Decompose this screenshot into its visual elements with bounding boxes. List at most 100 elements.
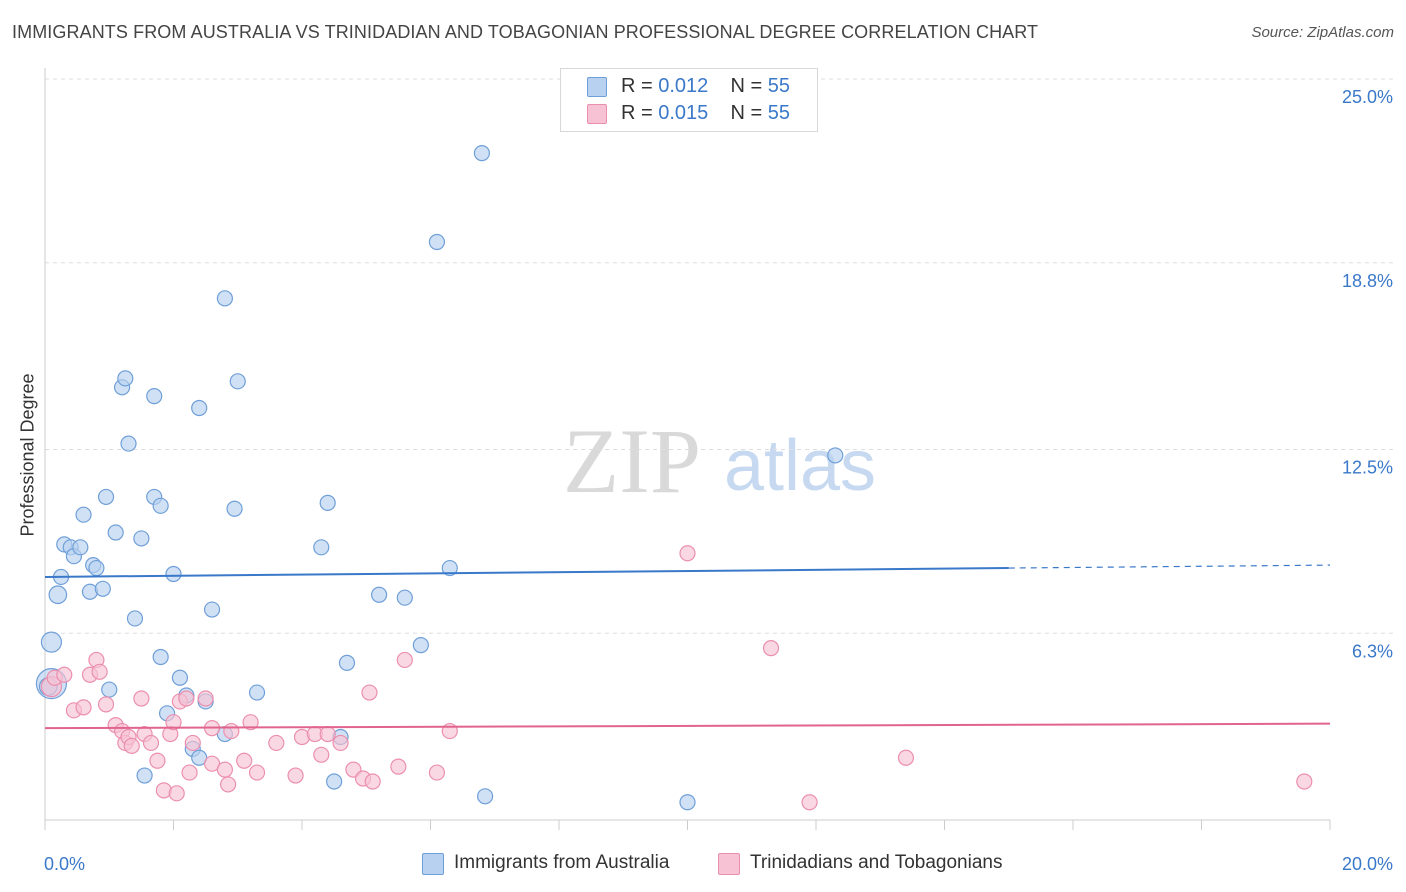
r-value-trinidad: 0.015	[658, 102, 709, 124]
point-trinidad	[56, 666, 73, 683]
point-australia	[248, 684, 266, 701]
point-australia	[72, 539, 89, 556]
point-trinidad	[287, 767, 304, 784]
r-label: R =	[621, 75, 659, 97]
legend-swatch-trinidad	[587, 104, 607, 124]
point-trinidad	[428, 764, 446, 781]
point-trinidad	[223, 722, 240, 740]
point-australia	[827, 447, 844, 464]
point-trinidad	[390, 758, 407, 775]
point-australia	[126, 610, 144, 627]
legend-swatch-australia	[422, 853, 444, 875]
point-australia	[313, 539, 330, 556]
point-australia	[152, 497, 169, 514]
point-australia	[319, 494, 336, 511]
point-australia	[88, 559, 105, 577]
watermark-zip: ZIP	[563, 410, 701, 512]
point-trinidad	[897, 749, 915, 766]
point-australia	[133, 530, 150, 547]
x-tick-label: 0.0%	[44, 854, 85, 874]
r-label: R =	[621, 102, 659, 124]
legend-label-trinidad: Trinidadians and Tobagonians	[750, 852, 1003, 873]
source-label: Source: ZipAtlas.com	[1251, 24, 1394, 41]
point-australia	[152, 648, 169, 666]
point-trinidad	[801, 794, 818, 811]
point-trinidad	[220, 776, 237, 793]
point-australia	[107, 524, 124, 541]
point-trinidad	[168, 785, 185, 802]
trendline-trinidad	[44, 722, 1331, 730]
point-trinidad	[142, 734, 160, 752]
point-trinidad	[133, 690, 150, 707]
point-trinidad	[91, 663, 108, 680]
point-australia	[338, 654, 356, 672]
point-australia	[412, 637, 429, 654]
point-trinidad	[197, 690, 214, 707]
point-australia	[477, 788, 494, 805]
point-australia	[441, 559, 458, 577]
point-australia	[191, 399, 208, 417]
point-australia	[473, 145, 490, 162]
legend-swatch-australia	[587, 77, 607, 97]
point-trinidad	[236, 752, 253, 769]
point-trinidad	[75, 699, 92, 716]
n-label: N =	[730, 75, 768, 97]
point-australia	[120, 435, 137, 452]
point-trinidad	[184, 734, 201, 752]
point-australia	[40, 631, 63, 653]
point-australia	[396, 589, 413, 606]
point-australia	[101, 681, 118, 698]
point-trinidad	[149, 752, 166, 769]
watermark-atlas: atlas	[724, 426, 876, 506]
point-trinidad	[396, 651, 413, 669]
point-australia	[48, 585, 68, 605]
point-australia	[226, 500, 243, 517]
point-trinidad	[679, 545, 696, 562]
point-trinidad	[762, 639, 780, 657]
trendline-australia	[44, 567, 1009, 578]
point-trinidad	[97, 696, 115, 713]
point-trinidad	[181, 764, 198, 781]
n-value-australia: 55	[767, 75, 791, 97]
point-trinidad	[123, 737, 140, 755]
legend-swatch-trinidad	[718, 853, 740, 875]
r-value-australia: 0.012	[658, 75, 709, 97]
point-australia	[136, 767, 153, 784]
point-australia	[203, 601, 221, 618]
y-tick-label: 6.3%	[1352, 641, 1393, 661]
point-trinidad	[1296, 773, 1313, 790]
point-trinidad	[364, 773, 381, 790]
trendline-australia-extension	[1008, 564, 1331, 569]
point-trinidad	[242, 714, 259, 731]
point-trinidad	[361, 684, 378, 701]
point-australia	[326, 773, 343, 790]
n-label: N =	[730, 102, 768, 124]
y-tick-label: 25.0%	[1342, 87, 1393, 107]
point-australia	[679, 794, 696, 811]
point-australia	[94, 580, 111, 597]
point-trinidad	[313, 746, 330, 763]
y-tick-label: 12.5%	[1342, 458, 1393, 478]
point-australia	[216, 290, 233, 307]
legend-label-australia: Immigrants from Australia	[454, 852, 670, 873]
chart-title: IMMIGRANTS FROM AUSTRALIA VS TRINIDADIAN…	[12, 22, 1039, 42]
point-australia	[117, 370, 134, 387]
point-trinidad	[319, 725, 336, 743]
point-australia	[229, 373, 246, 390]
y-tick-label: 18.8%	[1342, 271, 1393, 291]
point-trinidad	[178, 690, 195, 707]
point-trinidad	[332, 734, 349, 752]
x-tick-label: 20.0%	[1342, 854, 1393, 874]
point-australia	[75, 506, 92, 523]
point-australia	[171, 669, 189, 686]
point-trinidad	[268, 734, 285, 752]
point-australia	[165, 565, 182, 583]
point-trinidad	[216, 761, 233, 778]
n-value-trinidad: 55	[767, 102, 791, 124]
point-australia	[428, 233, 446, 251]
point-australia	[146, 388, 163, 405]
point-australia	[97, 488, 115, 506]
stats-legend: R = 0.012 N = 55 R = 0.015 N = 55	[560, 68, 818, 132]
point-trinidad	[165, 714, 182, 731]
